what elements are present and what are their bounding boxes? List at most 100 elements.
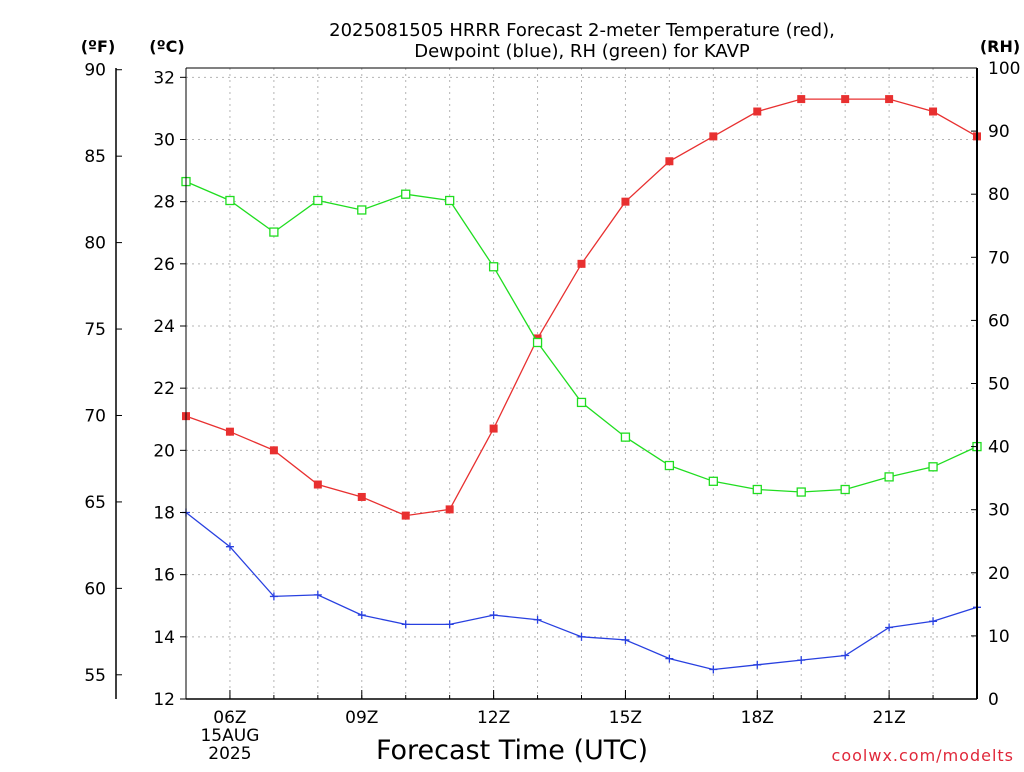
x-axis-label: Forecast Time (UTC) (376, 735, 648, 766)
fahrenheit-tick-label: 85 (84, 147, 106, 167)
temperature-point (401, 511, 410, 520)
x-tick-label: 18Z (741, 708, 774, 728)
rh-point (313, 195, 323, 206)
rh-point (664, 460, 675, 471)
x-tick-label: 15Z (609, 708, 642, 728)
rh-point (225, 195, 235, 206)
celsius-tick-label: 32 (153, 68, 175, 88)
rh-line (185, 181, 978, 493)
temperature-point (313, 480, 322, 489)
rh-point (840, 484, 850, 495)
fahrenheit-unit-label: (ºF) (81, 37, 116, 56)
grid (185, 68, 978, 700)
dewpoint-point (533, 615, 542, 624)
dewpoint-point (841, 651, 850, 660)
dewpoint-point (753, 660, 762, 669)
rh-tick-label: 30 (988, 501, 1010, 521)
fahrenheit-tick-label: 80 (84, 234, 106, 254)
temperature-point (577, 259, 586, 268)
rh-tick-label: 60 (988, 311, 1010, 331)
rh-point (488, 262, 499, 272)
rh-tick-label: 40 (988, 438, 1010, 458)
dewpoint-point (929, 617, 938, 626)
rh-point (576, 397, 587, 408)
x-tick-label: 12Z (477, 708, 510, 728)
fahrenheit-tick-label: 90 (84, 61, 106, 81)
dewpoint-point (621, 635, 630, 644)
rh-point (401, 189, 411, 199)
dewpoint-point (313, 590, 322, 599)
rh-tick-label: 20 (988, 564, 1010, 584)
rh-unit-label: (RH) (980, 37, 1020, 56)
x-tick-label: 06Z (213, 708, 246, 728)
fahrenheit-tick-label: 55 (84, 666, 106, 686)
fahrenheit-tick-label: 75 (84, 320, 106, 340)
rh-tick-label: 80 (988, 185, 1010, 205)
temperature-point (621, 197, 630, 206)
fahrenheit-tick-label: 70 (84, 406, 106, 426)
dewpoint-point (489, 611, 498, 620)
series-layer (181, 95, 982, 674)
celsius-tick-label: 20 (153, 441, 175, 461)
temperature-point (841, 95, 850, 104)
temperature-point (269, 446, 278, 455)
dewpoint-point (269, 592, 278, 601)
rh-point (532, 337, 543, 348)
fahrenheit-tick-label: 60 (84, 579, 106, 599)
temperature-point (885, 95, 894, 104)
rh-point (928, 462, 938, 472)
x-tick-label: 21Z (872, 708, 905, 728)
celsius-tick-label: 22 (153, 379, 175, 399)
rh-point (269, 227, 279, 237)
celsius-tick-label: 14 (153, 628, 175, 648)
rh-tick-label: 100 (988, 59, 1020, 79)
credit-text: coolwx.com/modelts (832, 746, 1014, 765)
dewpoint-point (797, 656, 806, 665)
temperature-point (797, 95, 806, 104)
dewpoint-point (401, 620, 410, 629)
celsius-unit-label: (ºC) (149, 37, 184, 56)
celsius-tick-label: 30 (153, 130, 175, 150)
axes (115, 67, 978, 700)
temperature-point (929, 107, 938, 116)
rh-point (620, 432, 631, 442)
rh-tick-label: 70 (988, 248, 1010, 268)
x-tick-date-label: 15AUG (200, 726, 259, 746)
celsius-tick-label: 16 (153, 566, 175, 586)
celsius-tick-label: 12 (153, 690, 175, 710)
rh-tick-label: 0 (988, 690, 999, 710)
temperature-point (489, 424, 498, 433)
rh-tick-label: 90 (988, 122, 1010, 142)
dewpoint-point (225, 542, 234, 551)
temperature-point (665, 157, 674, 166)
rh-point (445, 195, 455, 206)
celsius-tick-label: 24 (153, 317, 175, 337)
dewpoint-point (445, 620, 454, 629)
tick-labels: 12 14 16 18 20 22 24 26 28 30 32 55 60 65 70 75 80 85 90 0 1… (84, 59, 1020, 764)
x-tick-date-label: 2025 (208, 744, 251, 764)
temperature-point (709, 132, 718, 141)
rh-point (884, 472, 894, 482)
dewpoint-point (885, 623, 894, 632)
chart-title-line-2: Dewpoint (blue), RH (green) for KAVP (414, 41, 750, 62)
chart-title-line-1: 2025081505 HRRR Forecast 2-meter Tempera… (329, 20, 835, 41)
fahrenheit-tick-label: 65 (84, 493, 106, 513)
celsius-tick-label: 26 (153, 255, 175, 275)
rh-point (708, 476, 718, 486)
rh-point (752, 484, 762, 495)
dewpoint-point (577, 632, 586, 641)
rh-tick-label: 50 (988, 375, 1010, 395)
rh-point (796, 487, 806, 497)
rh-point (357, 205, 367, 215)
dewpoint-point (709, 665, 718, 674)
temperature-point (225, 427, 234, 436)
celsius-tick-label: 28 (153, 193, 175, 213)
x-tick-label: 09Z (345, 708, 378, 728)
celsius-tick-label: 18 (153, 503, 175, 523)
temperature-point (357, 492, 366, 501)
dewpoint-point (357, 611, 366, 620)
temperature-point (753, 107, 762, 116)
temperature-point (445, 505, 454, 514)
